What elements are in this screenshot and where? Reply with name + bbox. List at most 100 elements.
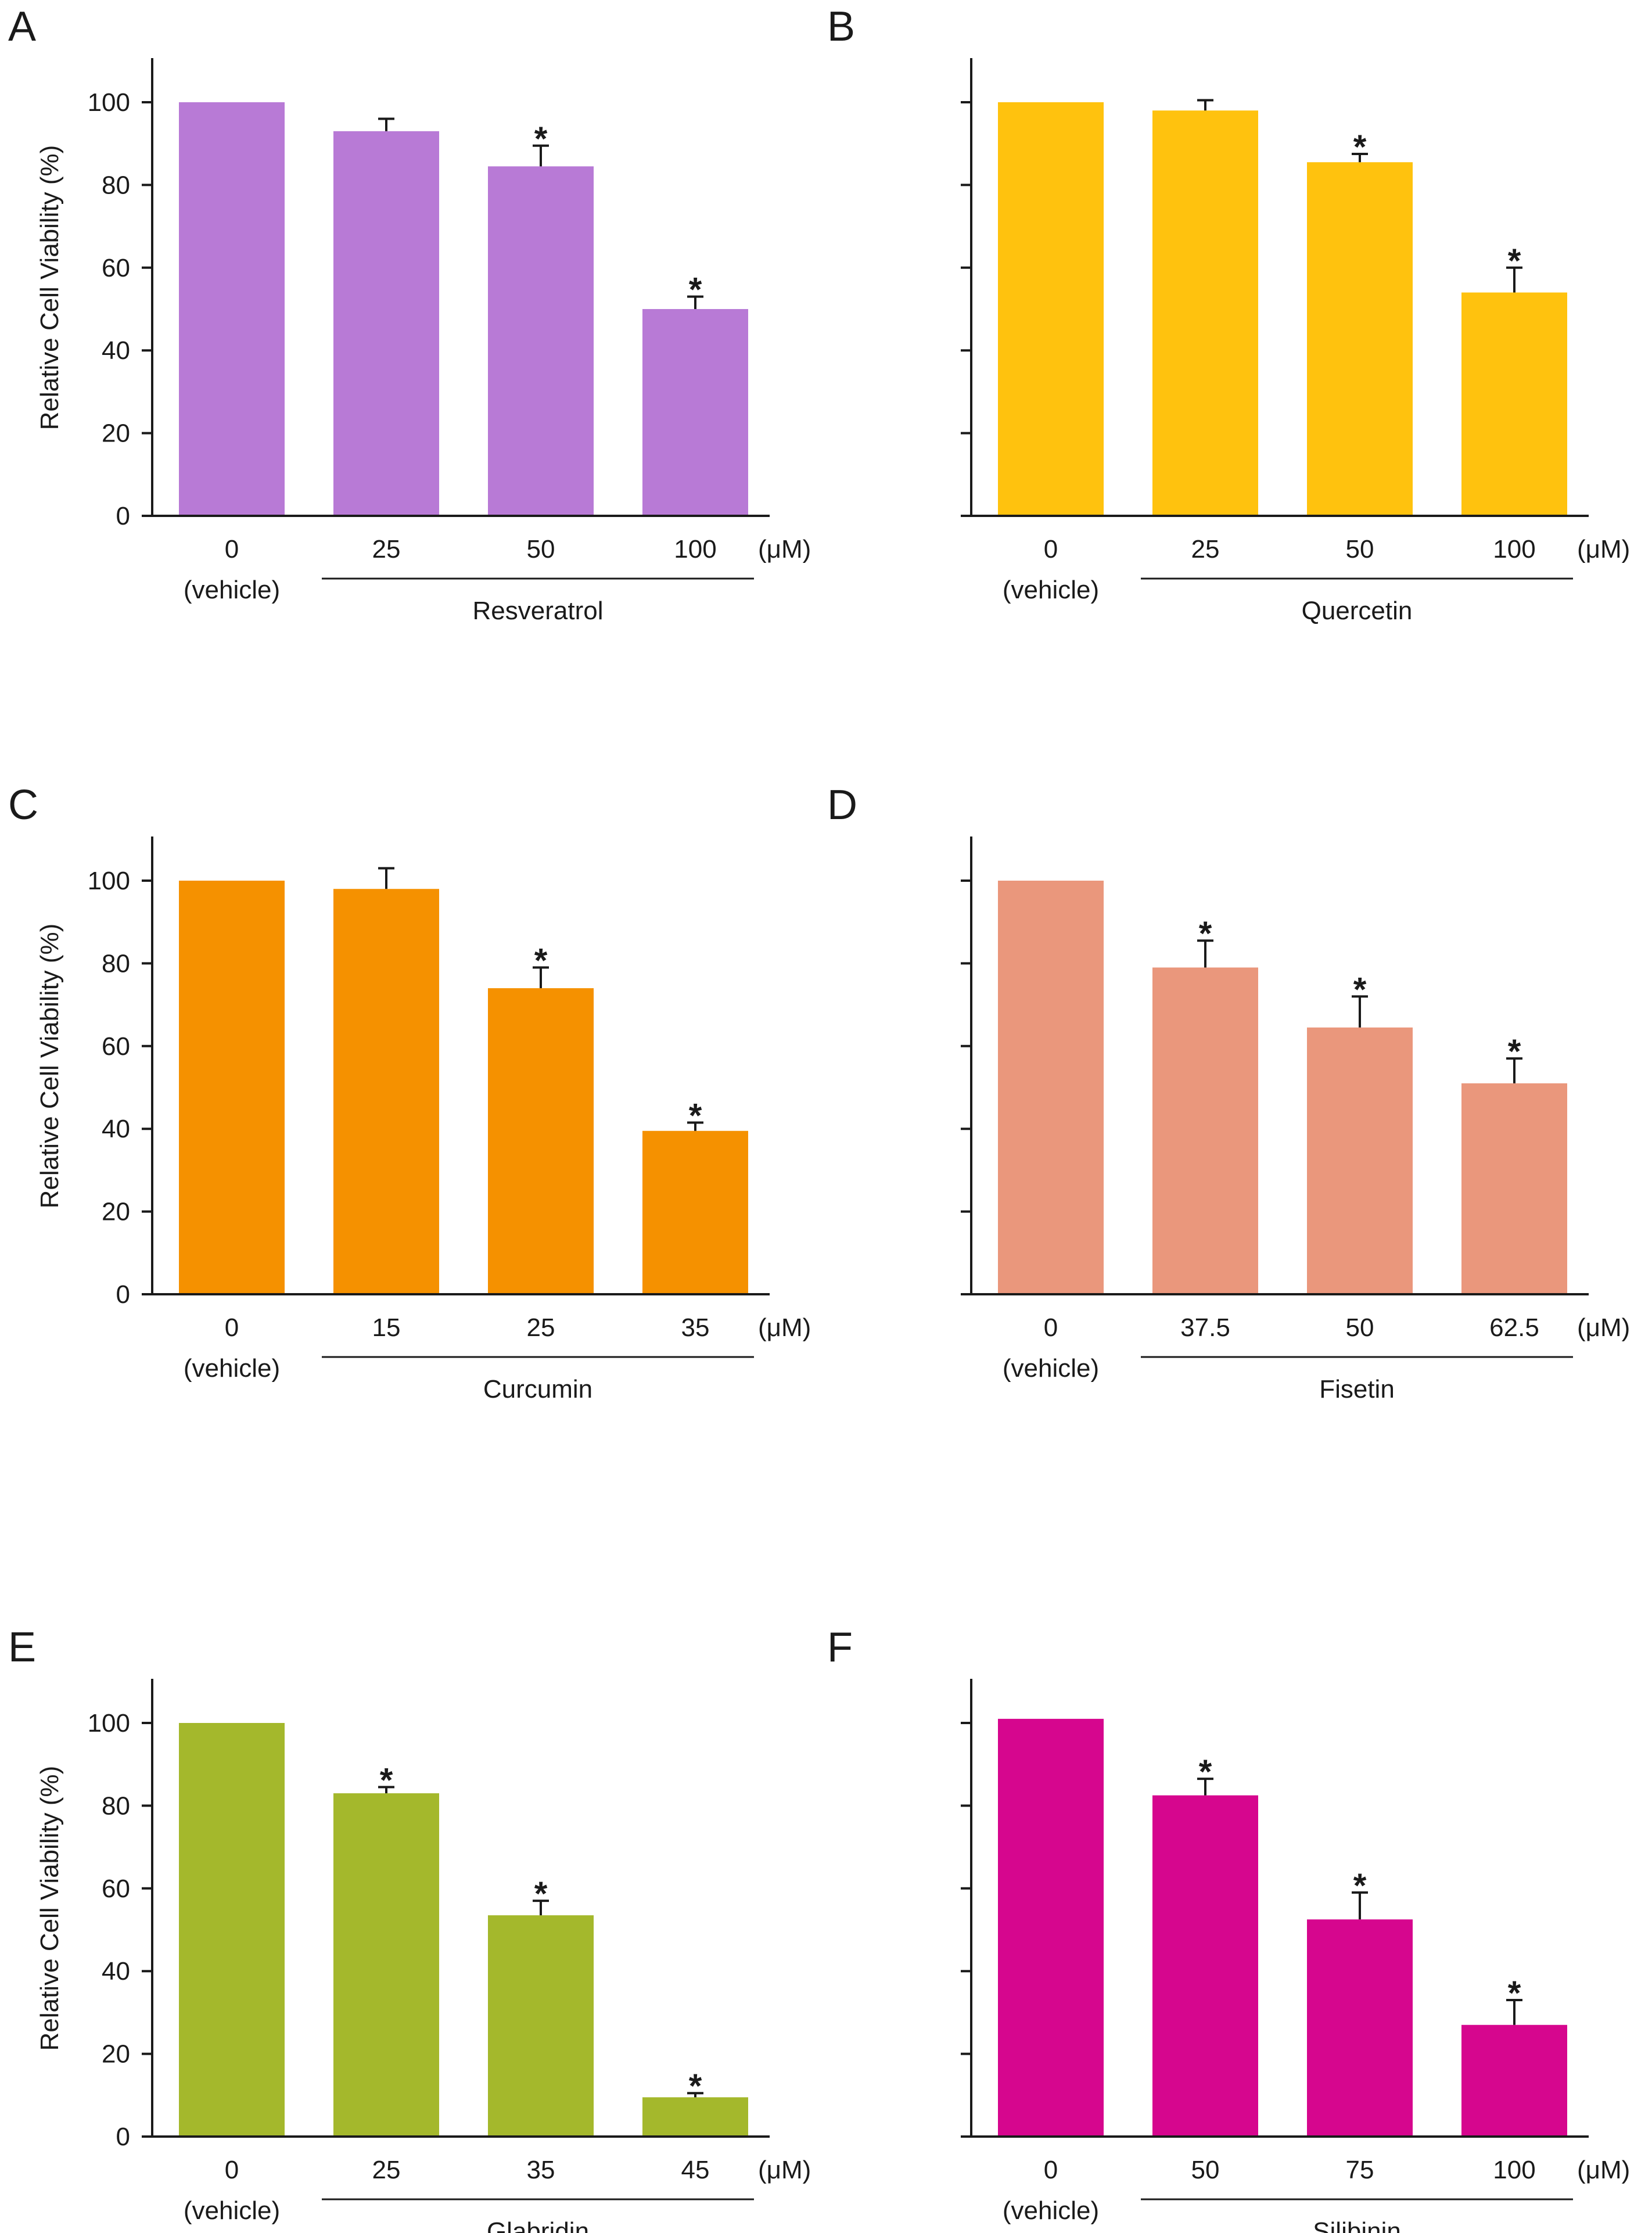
compound-name: Silibinin [1313,2217,1401,2233]
unit-label: (μM) [1577,1313,1630,1342]
bar [642,309,748,516]
significance-star: * [1508,1033,1521,1071]
y-axis-title: Relative Cell Viability (%) [35,924,64,1209]
x-tick-label: 0 [225,535,239,563]
panel-label: A [8,3,36,50]
bar [333,889,439,1294]
bar [488,1915,594,2137]
y-tick-label: 20 [102,419,130,448]
x-tick-label: 25 [1191,535,1220,563]
significance-star: * [534,1875,548,1913]
significance-star: * [689,1097,702,1135]
y-tick-label: 80 [102,1792,130,1820]
y-tick-label: 100 [88,88,130,117]
bar [1307,162,1413,516]
y-tick-label: 20 [102,2040,130,2069]
x-tick-label: 25 [372,535,401,563]
x-tick-label: 0 [1044,2156,1058,2184]
y-axis-title: Relative Cell Viability (%) [35,1766,64,2051]
bar [179,102,285,516]
y-tick-label: 80 [102,171,130,199]
x-tick-label: 50 [1191,2156,1220,2184]
x-tick-label: 100 [1493,535,1535,563]
compound-name: Quercetin [1302,597,1413,625]
y-tick-label: 60 [102,1875,130,1903]
y-tick-label: 40 [102,336,130,365]
bar [179,881,285,1294]
vehicle-label: (vehicle) [1003,576,1099,604]
significance-star: * [534,942,548,980]
vehicle-label: (vehicle) [184,576,280,604]
panel-label: E [8,1624,36,1671]
bar [998,102,1104,516]
significance-star: * [689,271,702,309]
bar [642,2097,748,2137]
y-tick-label: 100 [88,1709,130,1737]
significance-star: * [1508,1974,1521,2012]
y-tick-label: 0 [116,502,130,530]
panel-label: C [8,782,38,828]
x-tick-label: 0 [1044,1313,1058,1342]
significance-star: * [1353,1867,1367,1905]
y-tick-label: 100 [88,867,130,895]
significance-star: * [1199,915,1212,953]
x-tick-label: 100 [1493,2156,1535,2184]
x-tick-label: 100 [674,535,716,563]
bar [488,166,594,516]
compound-name: Curcumin [483,1375,592,1403]
x-tick-label: 75 [1346,2156,1374,2184]
unit-label: (μM) [1577,2156,1630,2184]
unit-label: (μM) [1577,535,1630,563]
unit-label: (μM) [758,535,811,563]
x-tick-label: 50 [1346,1313,1374,1342]
y-tick-label: 0 [116,1280,130,1309]
bar [1307,1919,1413,2137]
x-tick-label: 50 [527,535,555,563]
significance-star: * [534,120,548,158]
y-axis-title: Relative Cell Viability (%) [35,145,64,430]
bar [1152,967,1258,1294]
x-tick-label: 35 [681,1313,710,1342]
significance-star: * [380,1761,393,1799]
unit-label: (μM) [758,1313,811,1342]
bar [488,988,594,1294]
x-tick-label: 0 [1044,535,1058,563]
compound-name: Glabridin [487,2217,589,2233]
significance-star: * [1199,1753,1212,1791]
x-tick-label: 50 [1346,535,1374,563]
bar [642,1130,748,1294]
x-tick-label: 0 [225,2156,239,2184]
y-tick-label: 40 [102,1115,130,1143]
x-tick-label: 0 [225,1313,239,1342]
panel-label: D [827,782,857,828]
unit-label: (μM) [758,2156,811,2184]
y-tick-label: 80 [102,949,130,978]
panel-label: B [827,3,855,50]
y-tick-label: 20 [102,1198,130,1226]
bar [179,1723,285,2137]
vehicle-label: (vehicle) [184,2196,280,2225]
bar [1307,1027,1413,1294]
significance-star: * [689,2067,702,2105]
compound-name: Resveratrol [473,597,604,625]
x-tick-label: 45 [681,2156,710,2184]
x-tick-label: 62.5 [1489,1313,1539,1342]
y-tick-label: 40 [102,1957,130,1986]
vehicle-label: (vehicle) [184,1354,280,1383]
compound-name: Fisetin [1319,1375,1395,1403]
y-tick-label: 60 [102,1032,130,1061]
x-tick-label: 25 [372,2156,401,2184]
x-tick-label: 25 [527,1313,555,1342]
significance-star: * [1508,242,1521,280]
vehicle-label: (vehicle) [1003,2196,1099,2225]
significance-star: * [1353,128,1367,166]
x-tick-label: 15 [372,1313,401,1342]
significance-star: * [1353,971,1367,1008]
bar [333,131,439,516]
bar [1461,1083,1567,1294]
bar [998,1718,1104,2137]
bar [1152,110,1258,516]
bar [998,881,1104,1294]
y-tick-label: 60 [102,254,130,282]
